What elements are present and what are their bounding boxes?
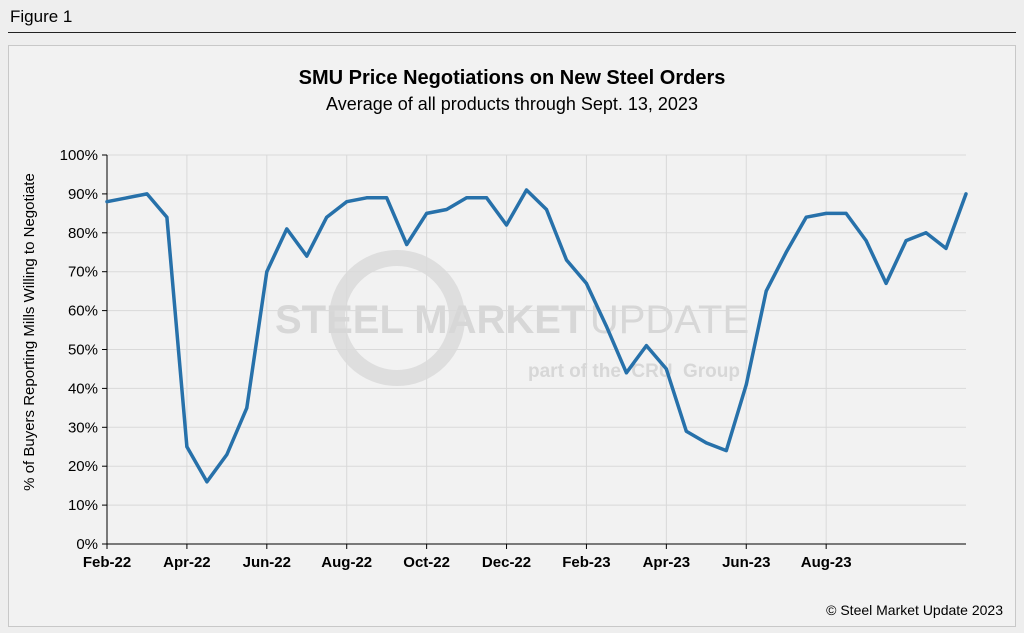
data-point [465,196,469,200]
y-tick-label: 40% [68,380,98,397]
data-point [525,188,529,192]
x-axis-ticks: Feb-22 Apr-22 Jun-22 Aug-22 Oct-22 Dec-22 Feb-… [83,544,852,571]
data-point [824,211,828,215]
data-point [924,231,928,235]
data-point [125,196,129,200]
watermark-word1: STEEL MARKET [275,298,585,342]
data-point [345,200,349,204]
series-line [105,188,968,484]
data-point [704,441,708,445]
data-point [485,196,489,200]
watermark-text: STEEL MARKET UPDATE [275,298,749,342]
y-tick-label: 60% [68,303,98,320]
data-point [185,445,189,449]
y-tick-label: 80% [68,225,98,242]
x-tick-label: Apr-22 [163,554,211,571]
x-tick-label: Dec-22 [482,554,531,571]
copyright: © Steel Market Update 2023 [826,602,1003,618]
data-point [724,449,728,453]
watermark-ring [329,250,465,386]
figure-label: Figure 1 [10,7,73,26]
data-point [205,480,209,484]
data-point [644,344,648,348]
data-point [365,196,369,200]
x-tick-label: Oct-22 [403,554,450,571]
data-point [245,406,249,410]
data-point [505,223,509,227]
x-tick-label: Feb-23 [562,554,610,571]
data-point [664,367,668,371]
data-point [285,227,289,231]
data-point [265,270,269,274]
data-point [764,289,768,293]
data-point [624,371,628,375]
data-point [864,239,868,243]
watermark-tag-pre: part of the [528,361,621,382]
data-point [964,192,968,196]
data-point [305,254,309,258]
watermark: STEEL MARKET UPDATE part of the CRU Grou… [275,250,749,386]
y-axis-ticks: 0% 10% 20% 30% 40% 50% 60% 70% 80% 90% 100% [60,147,107,553]
y-axis-label: % of Buyers Reporting Mills Willing to N… [21,173,38,491]
x-tick-label: Apr-23 [643,554,691,571]
y-tick-label: 70% [68,264,98,281]
data-point [564,258,568,262]
data-point [385,196,389,200]
data-point [105,200,109,204]
x-tick-label: Jun-22 [243,554,291,571]
data-point [145,192,149,196]
y-tick-label: 50% [68,342,98,359]
data-point [904,239,908,243]
data-point [944,246,948,250]
watermark-word2: UPDATE [590,298,749,342]
data-point [844,211,848,215]
data-point [744,383,748,387]
chart-title: SMU Price Negotiations on New Steel Orde… [299,67,726,89]
data-point [784,250,788,254]
y-tick-label: 0% [76,536,98,553]
y-tick-label: 90% [68,186,98,203]
data-point [804,215,808,219]
data-point [584,281,588,285]
y-tick-label: 30% [68,419,98,436]
grid [107,154,966,544]
y-tick-label: 10% [68,497,98,514]
data-point [445,207,449,211]
data-point [325,215,329,219]
x-tick-label: Aug-22 [321,554,372,571]
x-tick-label: Feb-22 [83,554,131,571]
y-tick-label: 100% [60,147,98,164]
figure-rule [8,32,1016,33]
chart-subtitle: Average of all products through Sept. 13… [326,94,698,114]
data-point [604,324,608,328]
y-tick-label: 20% [68,458,98,475]
watermark-tag-post: Group [683,361,740,382]
data-point [165,215,169,219]
data-point [884,281,888,285]
data-point [425,211,429,215]
series-group [105,188,968,484]
x-tick-label: Jun-23 [722,554,770,571]
data-point [225,453,229,457]
data-point [684,429,688,433]
data-point [405,242,409,246]
x-tick-label: Aug-23 [801,554,852,571]
data-point [544,207,548,211]
